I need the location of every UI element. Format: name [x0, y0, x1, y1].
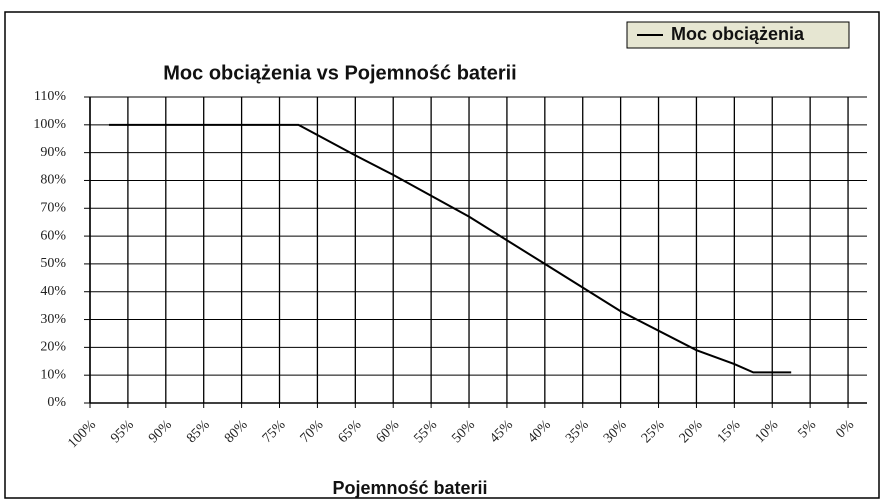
data-line	[108, 123, 792, 374]
y-tick-label: 60%	[40, 228, 66, 243]
y-tick-label: 10%	[40, 367, 66, 382]
y-tick-label: 80%	[40, 173, 66, 188]
plot-area	[90, 97, 867, 403]
y-tick-label: 90%	[40, 145, 66, 160]
chart-title: Moc obciążenia vs Pojemność baterii	[163, 62, 516, 84]
y-tick-label: 100%	[33, 117, 66, 132]
legend-box	[626, 21, 850, 49]
y-tick-label: 40%	[40, 284, 66, 299]
legend-label: Moc obciążenia	[671, 24, 805, 44]
y-tick-label: 30%	[40, 312, 66, 327]
x-axis-label: Pojemność baterii	[332, 478, 487, 498]
y-tick-label: 0%	[47, 395, 66, 410]
legend: Moc obciążenia	[626, 21, 850, 49]
y-tick-label: 50%	[40, 256, 66, 271]
y-tick-label: 110%	[34, 89, 66, 104]
y-tick-label: 70%	[40, 200, 66, 215]
y-tick-label: 20%	[40, 340, 66, 355]
